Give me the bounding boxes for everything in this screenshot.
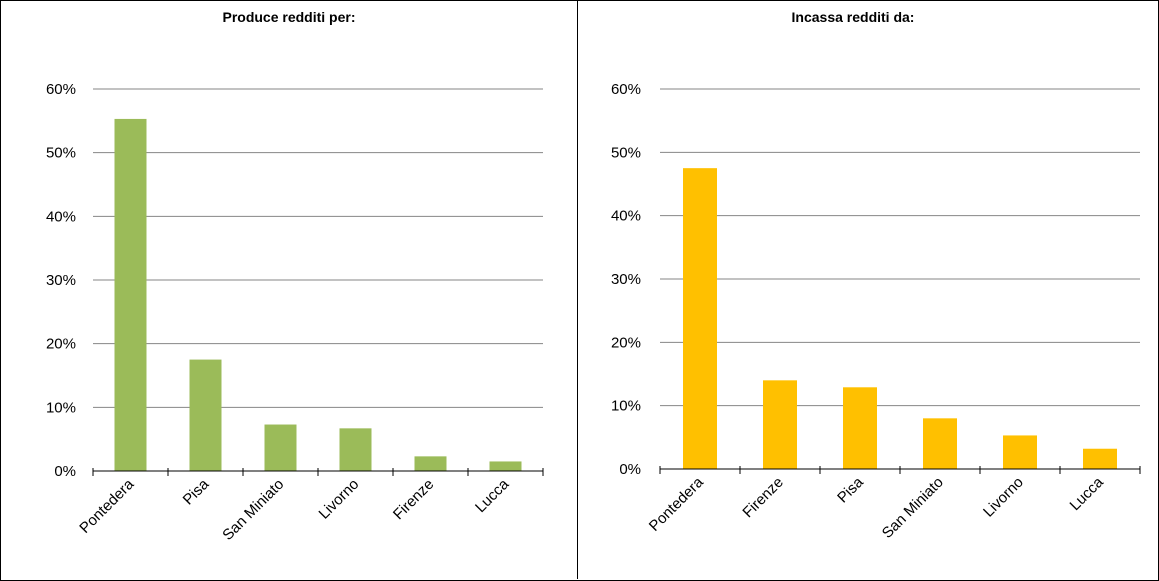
x-tick-label: Firenze <box>390 476 437 523</box>
x-axis-labels: Pontedera Pisa San Miniato Livorno Firenze Lu… <box>76 475 512 543</box>
bars <box>114 118 522 471</box>
chart-panel-left: Produce redditi per: 0% 10% 20% 30% 40% 50% 60… <box>0 0 578 579</box>
y-tick-label: 0% <box>54 463 76 480</box>
y-tick-label: 50% <box>611 144 641 161</box>
bar <box>339 428 372 471</box>
bar <box>1083 448 1117 469</box>
bar <box>189 359 222 471</box>
x-tick-label: Livorno <box>316 476 363 523</box>
y-tick-label: 20% <box>46 336 76 353</box>
chart-right: Incassa redditi da: 0% 10% 20% 30% 40% 50% 60%… <box>611 9 1141 542</box>
x-axis-labels: Pontedera Firenze Pisa San Miniato Livorno Lu… <box>646 473 1107 541</box>
bar <box>843 387 877 469</box>
x-tick-label: Lucca <box>1067 473 1108 514</box>
bar <box>683 168 717 469</box>
y-tick-label: 20% <box>611 334 641 351</box>
y-tick-label: 60% <box>611 81 641 98</box>
x-tick-label: Pisa <box>834 473 867 506</box>
bar <box>763 380 797 469</box>
y-tick-label: 40% <box>611 208 641 225</box>
gridlines <box>660 88 1140 407</box>
y-tick-label: 60% <box>46 81 76 98</box>
y-tick-label: 30% <box>611 271 641 288</box>
x-tick-label: San Miniato <box>219 476 287 544</box>
bar <box>923 418 957 469</box>
chart-panel-right: Incassa redditi da: 0% 10% 20% 30% 40% 50% 60%… <box>578 0 1157 579</box>
y-tick-label: 50% <box>46 145 76 162</box>
bar <box>414 456 447 471</box>
gridlines <box>93 88 543 408</box>
x-tick-label: Pontedera <box>646 473 707 534</box>
x-tick-label: San Miniato <box>879 474 947 542</box>
x-axis <box>659 466 1141 474</box>
bars <box>683 168 1117 469</box>
y-tick-label: 10% <box>46 399 76 416</box>
y-tick-label: 10% <box>611 398 641 415</box>
y-axis-ticks: 0% 10% 20% 30% 40% 50% 60% <box>46 81 76 480</box>
x-tick-label: Lucca <box>472 475 513 516</box>
x-tick-label: Firenze <box>739 474 786 521</box>
chart-title: Produce redditi per: <box>222 9 355 25</box>
bar <box>1003 435 1037 469</box>
x-tick-label: Livorno <box>980 474 1027 521</box>
chart-left: Produce redditi per: 0% 10% 20% 30% 40% 50% 60… <box>46 9 544 544</box>
x-tick-label: Pisa <box>180 475 213 508</box>
bar <box>114 118 147 471</box>
x-tick-label: Pontedera <box>76 475 137 536</box>
y-tick-label: 40% <box>46 208 76 225</box>
y-axis-ticks: 0% 10% 20% 30% 40% 50% 60% <box>611 81 641 478</box>
y-tick-label: 0% <box>619 461 641 478</box>
bar <box>264 424 297 471</box>
bar <box>489 461 522 471</box>
chart-title: Incassa redditi da: <box>792 9 915 25</box>
y-tick-label: 30% <box>46 272 76 289</box>
x-axis <box>92 468 544 476</box>
